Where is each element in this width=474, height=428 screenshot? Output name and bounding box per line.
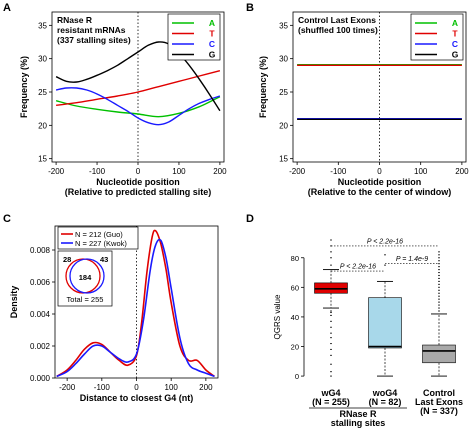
category-n-wog4: (N = 82) — [369, 397, 402, 407]
panel-a: A -200 -100 0 100 200 15 20 25 30 35 Nucleotide pos… — [3, 2, 227, 197]
x-tick-label: -100 — [330, 167, 347, 176]
category-n-wg4: (N = 255) — [312, 397, 350, 407]
panel-c: C -200 -100 0 100 200 0.000 0.002 0.004 0.006 0.00… — [3, 213, 219, 403]
legend-label: C — [452, 39, 458, 49]
x-tick-label: -200 — [48, 167, 65, 176]
legend-label: G — [452, 50, 459, 60]
x-tick-label: 0 — [134, 383, 139, 392]
chart-title: Control Last Exons — [298, 15, 376, 25]
panel-letter: C — [3, 213, 11, 225]
chart-title: (337 stalling sites) — [57, 35, 131, 45]
panel-letter: B — [246, 2, 254, 14]
x-axis-label: Distance to closest G4 (nt) — [80, 393, 194, 403]
y-tick-label: 25 — [38, 88, 47, 97]
y-tick-label: 15 — [279, 155, 288, 164]
x-tick-label: -200 — [59, 383, 76, 392]
series-line-t — [56, 70, 221, 106]
y-tick-label: 20 — [279, 121, 288, 130]
category-label-2-control: Last Exons — [415, 397, 463, 407]
x-axis-label: Nucleotide position — [338, 177, 422, 187]
y-axis-label: QGRS value — [273, 294, 282, 339]
venn-box — [57, 250, 113, 307]
panel-b: B -200 -100 0 100 200 15 20 25 30 35 Nucleotide pos… — [246, 2, 469, 197]
y-tick-label: 25 — [279, 88, 288, 97]
series-line-g — [55, 41, 221, 112]
chart-title: resistant mRNAs — [57, 25, 126, 35]
x-axis-label-2: (Relative to predicted stalling site) — [65, 187, 212, 197]
series-line-n-212-guo- — [56, 229, 215, 378]
p-value-label: P = 1.4e-9 — [396, 256, 428, 263]
y-tick-label: 30 — [279, 55, 288, 64]
legend-box — [410, 13, 464, 61]
y-tick-label: 0.004 — [30, 310, 51, 319]
y-axis-label: Density — [9, 286, 19, 319]
y-tick-label: 60 — [291, 283, 299, 292]
venn-right-count: 43 — [100, 255, 108, 264]
y-tick-label: 80 — [291, 254, 299, 263]
chart-title: (shuffled 100 times) — [298, 25, 378, 35]
legend-box — [57, 226, 139, 250]
group-label: stalling sites — [331, 418, 386, 428]
series-line-n-227-kwok- — [56, 238, 215, 378]
category-n-control: (N = 337) — [420, 406, 458, 416]
series-line-c — [55, 87, 221, 126]
x-tick-label: 200 — [199, 383, 213, 392]
legend-label: N = 212 (Guo) — [75, 230, 123, 239]
y-tick-label: 0 — [295, 372, 299, 381]
panel-letter: D — [246, 213, 254, 225]
chart-title: RNase R — [57, 15, 92, 25]
y-tick-label: 0.006 — [30, 278, 51, 287]
x-tick-label: -100 — [89, 167, 106, 176]
y-tick-label: 20 — [291, 343, 299, 352]
y-tick-label: 20 — [38, 121, 47, 130]
y-axis-label: Frequency (%) — [19, 56, 29, 118]
x-tick-label: 0 — [136, 167, 141, 176]
x-tick-label: 100 — [172, 167, 186, 176]
y-tick-label: 15 — [38, 155, 47, 164]
y-axis-label: Frequency (%) — [258, 56, 268, 118]
venn-total: Total = 255 — [67, 295, 104, 304]
group-label: RNase R — [339, 409, 377, 419]
category-label-wog4: woG4 — [372, 388, 398, 398]
y-tick-label: 30 — [38, 55, 47, 64]
box-wog4 — [368, 297, 402, 349]
venn-left-count: 28 — [63, 255, 71, 264]
x-tick-label: 100 — [165, 383, 179, 392]
y-tick-label: 40 — [291, 313, 299, 322]
legend-label: T — [452, 29, 458, 39]
y-tick-label: 35 — [38, 21, 47, 30]
p-value-label: P < 2.2e-16 — [367, 238, 403, 245]
legend-label: T — [209, 29, 215, 39]
category-label-wg4: wG4 — [320, 388, 340, 398]
legend-label: N = 227 (Kwok) — [75, 239, 127, 248]
legend-box — [167, 13, 221, 61]
x-axis-label-2: (Relative to the center of window) — [308, 187, 452, 197]
legend-label: C — [209, 39, 215, 49]
venn-overlap-count: 184 — [79, 273, 92, 282]
y-tick-label: 0.008 — [30, 246, 51, 255]
legend-label: A — [452, 18, 458, 28]
x-tick-label: -100 — [94, 383, 111, 392]
x-tick-label: 0 — [377, 167, 382, 176]
x-tick-label: 100 — [414, 167, 428, 176]
x-tick-label: 200 — [213, 167, 227, 176]
p-value-label: P < 2.2e-16 — [340, 264, 376, 271]
category-label-control: Control — [423, 388, 455, 398]
legend-label: A — [209, 18, 215, 28]
x-tick-label: 200 — [455, 167, 469, 176]
x-axis-label: Nucleotide position — [96, 177, 180, 187]
series-line-a — [55, 96, 221, 118]
x-tick-label: -200 — [289, 167, 306, 176]
panel-letter: A — [3, 2, 11, 14]
legend-label: G — [209, 50, 216, 60]
y-tick-label: 0.000 — [30, 374, 51, 383]
venn-circle-kwok — [69, 258, 105, 294]
y-tick-label: 35 — [279, 21, 288, 30]
y-tick-label: 0.002 — [30, 342, 51, 351]
box-control — [422, 344, 456, 364]
